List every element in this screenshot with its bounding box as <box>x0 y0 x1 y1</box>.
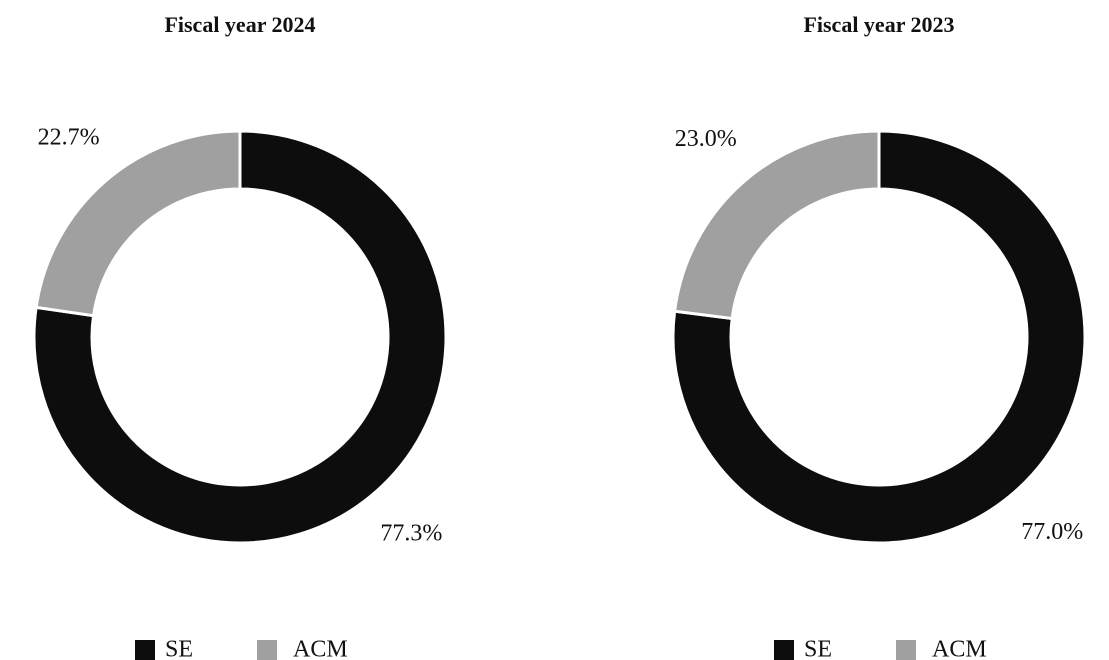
legend-swatch <box>774 640 794 660</box>
legend-label: ACM <box>293 637 348 660</box>
chart-title: Fiscal year 2023 <box>803 12 954 37</box>
data-label: 77.3% <box>380 521 442 547</box>
chart-title: Fiscal year 2024 <box>164 12 315 37</box>
legend-swatch <box>896 640 916 660</box>
donut-segment <box>32 129 448 545</box>
legend-label: SE <box>165 637 193 660</box>
donut-segment <box>672 129 881 321</box>
donut-segment <box>34 129 242 318</box>
legend-swatch <box>257 640 277 660</box>
legend-label: ACM <box>932 637 987 660</box>
legend-label: SE <box>804 637 832 660</box>
data-label: 22.7% <box>38 124 100 150</box>
legend-swatch <box>135 640 155 660</box>
data-label: 23.0% <box>675 126 737 152</box>
data-label: 77.0% <box>1021 519 1083 545</box>
donut-segment <box>671 129 1087 545</box>
